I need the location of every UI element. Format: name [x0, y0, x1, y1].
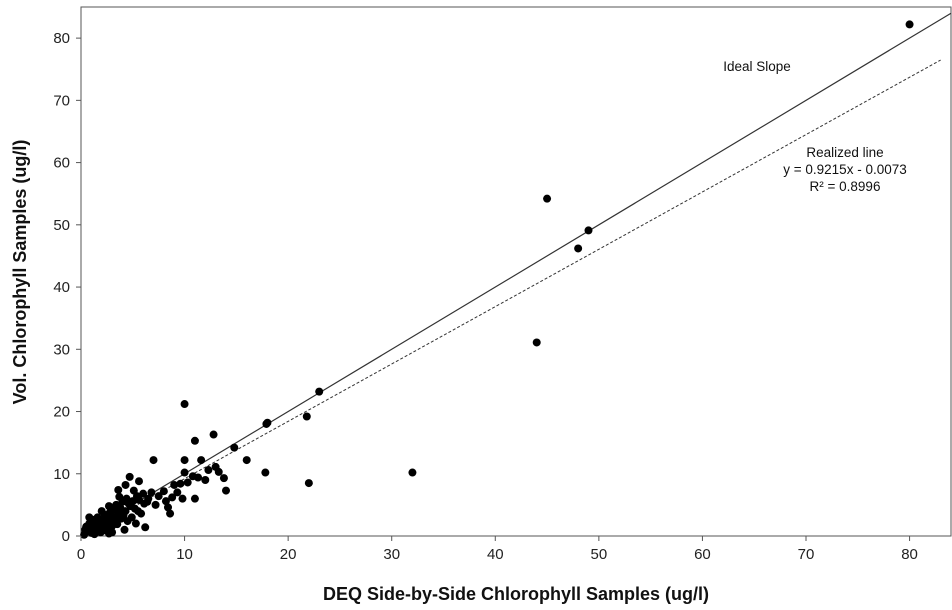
- x-axis-ticks: 0 10 20 30 40 50 60 70 80: [77, 536, 918, 563]
- data-point: [149, 456, 158, 465]
- data-point: [183, 478, 192, 487]
- y-tick-label: 40: [53, 279, 70, 296]
- x-tick-label: 70: [798, 546, 815, 563]
- regression-equation: y = 0.9215x - 0.0073: [783, 162, 906, 177]
- data-point: [166, 509, 175, 518]
- data-point: [120, 525, 129, 534]
- data-point: [219, 474, 228, 483]
- r-squared-value: R² = 0.8996: [810, 179, 881, 194]
- data-point: [127, 513, 136, 522]
- data-point: [261, 468, 270, 477]
- y-tick-label: 50: [53, 217, 70, 234]
- data-point: [532, 338, 541, 347]
- realized-regression-line: [80, 59, 941, 537]
- data-point: [135, 477, 143, 486]
- x-tick-label: 20: [280, 546, 297, 563]
- y-tick-label: 80: [53, 30, 70, 47]
- data-point: [543, 194, 552, 203]
- trend-lines: [80, 12, 952, 537]
- data-point: [230, 443, 239, 452]
- data-point: [170, 480, 179, 489]
- y-axis-ticks: 0 10 20 30 40 50 60 70 80: [53, 30, 81, 545]
- plot-border: [80, 6, 952, 537]
- data-point: [108, 528, 117, 537]
- data-point: [222, 486, 230, 495]
- data-point: [141, 523, 150, 532]
- x-tick-label: 40: [487, 546, 504, 563]
- data-point: [104, 502, 113, 511]
- ideal-slope-line: [80, 12, 952, 537]
- y-tick-label: 60: [53, 155, 70, 172]
- x-tick-label: 0: [77, 546, 85, 563]
- y-tick-label: 10: [53, 466, 70, 483]
- x-tick-label: 50: [591, 546, 608, 563]
- data-point: [204, 466, 213, 475]
- data-point: [263, 418, 272, 427]
- y-tick-label: 30: [53, 341, 70, 358]
- data-point: [151, 500, 160, 509]
- data-point: [304, 479, 313, 488]
- data-point: [574, 244, 583, 253]
- data-point: [121, 507, 130, 516]
- data-point: [302, 412, 311, 421]
- data-point: [81, 525, 90, 534]
- x-tick-label: 30: [383, 546, 400, 563]
- ideal-slope-label: Ideal Slope: [723, 59, 791, 74]
- data-point: [137, 509, 146, 518]
- data-point: [147, 488, 156, 497]
- data-point: [242, 456, 251, 465]
- y-tick-label: 70: [53, 92, 70, 109]
- y-tick-label: 0: [62, 528, 70, 545]
- data-point: [197, 456, 206, 465]
- data-point: [168, 493, 177, 502]
- data-point: [121, 480, 130, 489]
- data-point: [178, 494, 187, 503]
- data-point: [114, 485, 123, 494]
- x-tick-label: 80: [901, 546, 918, 563]
- data-point: [176, 479, 185, 488]
- plot-area: [80, 6, 952, 537]
- data-point: [154, 492, 163, 501]
- data-point: [905, 20, 914, 29]
- x-axis-title: DEQ Side-by-Side Chlorophyll Samples (ug…: [323, 584, 709, 604]
- data-point: [125, 472, 134, 481]
- data-point: [190, 494, 199, 503]
- data-point: [584, 226, 593, 235]
- data-point: [209, 430, 218, 439]
- data-point: [143, 497, 152, 506]
- data-point: [194, 473, 203, 482]
- y-tick-label: 20: [53, 404, 70, 421]
- data-point: [180, 456, 189, 465]
- data-point: [89, 515, 98, 524]
- data-point: [190, 436, 199, 445]
- data-point: [214, 467, 223, 476]
- data-point: [173, 488, 182, 497]
- data-point: [408, 468, 417, 477]
- data-point: [113, 520, 122, 529]
- x-tick-label: 60: [694, 546, 711, 563]
- realized-line-label: Realized line: [806, 145, 883, 160]
- data-point: [180, 400, 189, 409]
- y-axis-title: Vol. Chlorophyll Samples (ug/l): [10, 140, 30, 405]
- data-point: [164, 503, 172, 512]
- data-point: [139, 489, 148, 498]
- data-point: [161, 497, 170, 506]
- data-point: [159, 487, 168, 496]
- x-tick-label: 10: [176, 546, 193, 563]
- data-point: [201, 475, 210, 484]
- data-point: [180, 468, 189, 477]
- data-point: [97, 507, 106, 516]
- data-point: [131, 519, 140, 528]
- data-point: [315, 387, 324, 396]
- data-points: [80, 20, 914, 539]
